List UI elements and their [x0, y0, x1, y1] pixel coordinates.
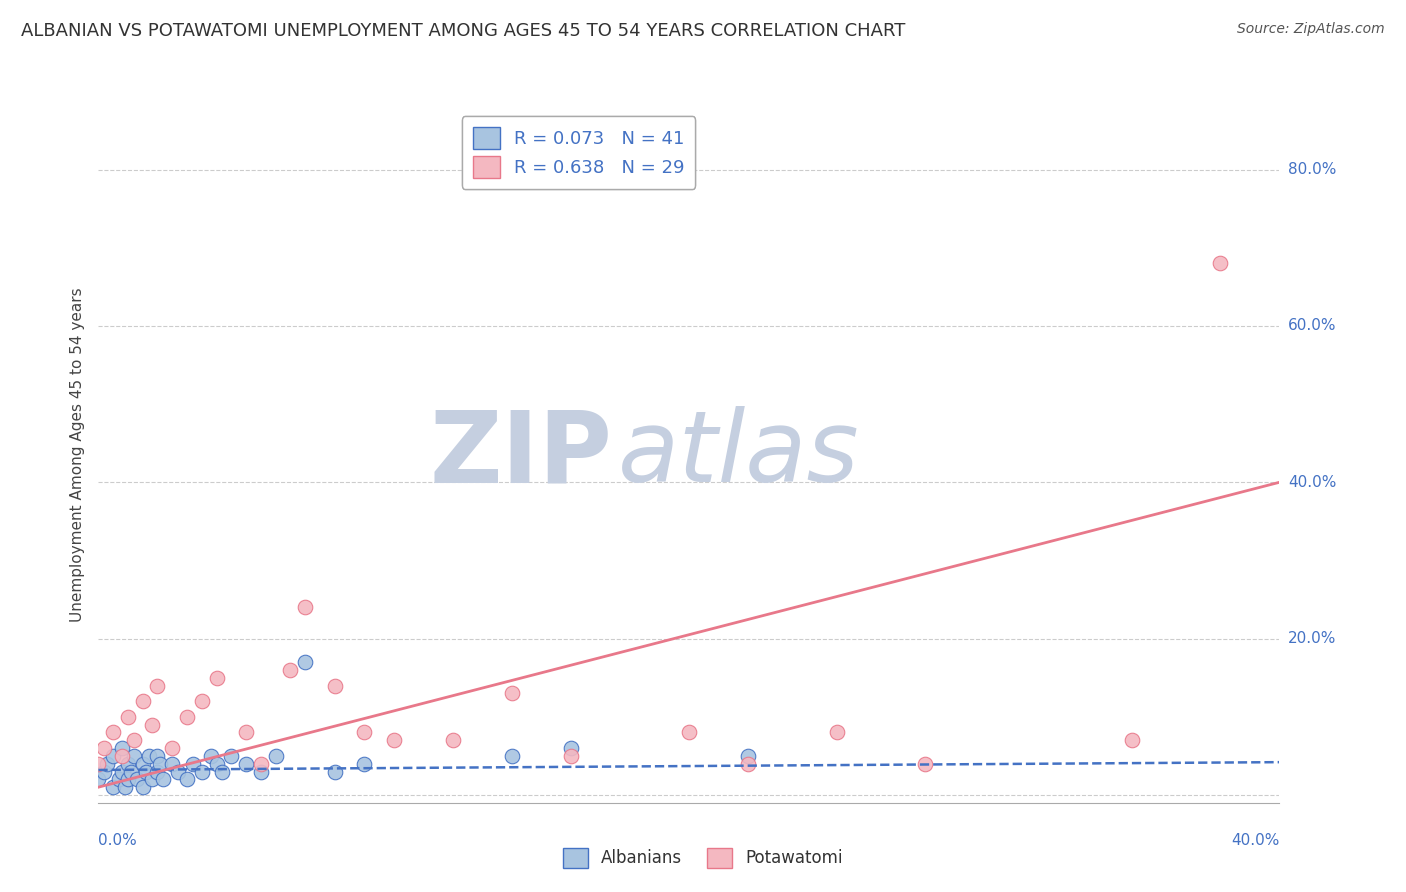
Legend: Albanians, Potawatomi: Albanians, Potawatomi [557, 841, 849, 875]
Text: atlas: atlas [619, 407, 859, 503]
Point [235, 725, 257, 739]
Point [191, 694, 214, 708]
Point [200, 748, 222, 763]
Point [441, 733, 464, 747]
Point [294, 600, 316, 615]
Point [96, 756, 118, 771]
Text: ALBANIAN VS POTAWATOMI UNEMPLOYMENT AMONG AGES 45 TO 54 YEARS CORRELATION CHART: ALBANIAN VS POTAWATOMI UNEMPLOYMENT AMON… [21, 22, 905, 40]
Point [111, 748, 134, 763]
Point [117, 772, 139, 787]
Point [125, 772, 148, 787]
Point [132, 694, 155, 708]
Point [678, 725, 700, 739]
Point [205, 756, 228, 771]
Point [353, 725, 375, 739]
Point [1209, 256, 1232, 270]
Point [138, 748, 160, 763]
Point [280, 663, 302, 677]
Text: 0.0%: 0.0% [98, 833, 138, 848]
Text: 80.0%: 80.0% [1288, 162, 1336, 178]
Point [181, 756, 204, 771]
Point [120, 764, 142, 779]
Point [117, 710, 139, 724]
Point [141, 717, 163, 731]
Point [353, 756, 375, 771]
Point [149, 756, 172, 771]
Point [117, 756, 139, 771]
Legend: R = 0.073   N = 41, R = 0.638   N = 29: R = 0.073 N = 41, R = 0.638 N = 29 [461, 116, 696, 189]
Point [560, 748, 582, 763]
Point [132, 780, 155, 794]
Point [737, 756, 759, 771]
Point [382, 733, 405, 747]
Point [111, 741, 134, 756]
Point [294, 655, 316, 669]
Point [323, 679, 346, 693]
Point [132, 756, 155, 771]
Point [93, 741, 115, 756]
Point [250, 764, 273, 779]
Y-axis label: Unemployment Among Ages 45 to 54 years: Unemployment Among Ages 45 to 54 years [69, 287, 84, 623]
Point [235, 756, 257, 771]
Text: 60.0%: 60.0% [1288, 318, 1336, 334]
Point [146, 748, 169, 763]
Point [501, 686, 523, 700]
Point [122, 748, 145, 763]
Point [211, 764, 233, 779]
Text: Source: ZipAtlas.com: Source: ZipAtlas.com [1237, 22, 1385, 37]
Point [141, 772, 163, 787]
Text: 40.0%: 40.0% [1288, 475, 1336, 490]
Point [737, 748, 759, 763]
Point [205, 671, 228, 685]
Point [501, 748, 523, 763]
Point [122, 733, 145, 747]
Point [221, 748, 243, 763]
Point [87, 756, 110, 771]
Point [114, 780, 136, 794]
Point [825, 725, 848, 739]
Point [135, 764, 157, 779]
Point [93, 764, 115, 779]
Point [1121, 733, 1143, 747]
Point [103, 725, 125, 739]
Text: 20.0%: 20.0% [1288, 632, 1336, 646]
Point [264, 748, 287, 763]
Point [103, 780, 125, 794]
Point [191, 764, 214, 779]
Text: 40.0%: 40.0% [1232, 833, 1279, 848]
Point [103, 748, 125, 763]
Text: ZIP: ZIP [429, 407, 612, 503]
Point [250, 756, 273, 771]
Point [167, 764, 190, 779]
Point [152, 772, 174, 787]
Point [146, 679, 169, 693]
Point [162, 741, 183, 756]
Point [87, 772, 110, 787]
Point [108, 772, 131, 787]
Point [146, 764, 169, 779]
Point [111, 764, 134, 779]
Point [914, 756, 936, 771]
Point [323, 764, 346, 779]
Point [176, 710, 198, 724]
Point [162, 756, 183, 771]
Point [560, 741, 582, 756]
Point [176, 772, 198, 787]
